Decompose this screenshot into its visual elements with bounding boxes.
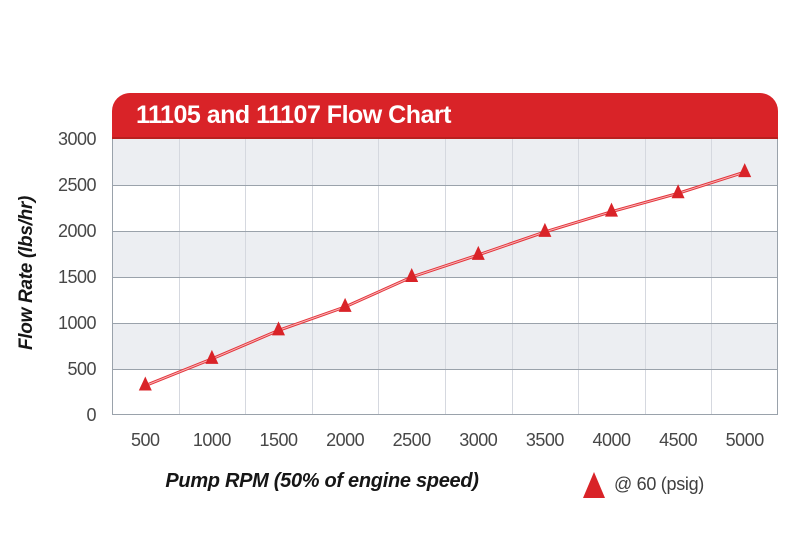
y-tick-label: 1500 [57, 267, 97, 287]
x-axis-tick-labels: 500 1000 1500 2000 2500 3000 3500 4000 4500 5000 [112, 430, 778, 452]
plot-canvas [112, 139, 778, 415]
y-tick-label: 2500 [57, 175, 97, 195]
x-tick-label: 3500 [525, 430, 565, 450]
data-point-triangle-icon [138, 376, 152, 391]
x-tick-label: 1500 [259, 430, 298, 450]
x-axis-title: Pump RPM (50% of engine speed) [165, 470, 479, 492]
data-point-triangle-icon [272, 321, 285, 336]
y-tick-label: 2000 [57, 221, 97, 241]
x-tick-label: 3000 [459, 430, 498, 450]
x-tick-label: 4500 [659, 430, 698, 450]
legend-label: @ 60 (psig) [614, 473, 705, 494]
series-line-core [145, 171, 745, 387]
y-tick-label: 0 [86, 405, 96, 425]
x-tick-label: 5000 [725, 430, 765, 450]
x-tick-label: 500 [131, 430, 160, 450]
flow-chart: 11105 and 11107 Flow Chart [112, 93, 778, 415]
data-point-triangle-icon [605, 202, 618, 217]
y-tick-label: 500 [67, 359, 96, 379]
x-tick-label: 1000 [192, 430, 232, 450]
data-point-triangle-icon [405, 268, 419, 282]
y-axis-tick-labels: 3000 2500 2000 1500 1000 500 0 [30, 0, 97, 554]
x-tick-label: 2000 [326, 430, 365, 450]
x-tick-label: 4000 [592, 430, 631, 450]
data-point-triangle-icon [338, 297, 352, 312]
legend: @ 60 (psig) [583, 471, 704, 499]
plot-area [112, 139, 778, 415]
data-point-triangle-icon [471, 245, 485, 260]
data-point-triangle-icon [205, 349, 219, 364]
y-tick-label: 3000 [57, 129, 97, 149]
triangle-up-icon [583, 472, 605, 498]
data-point-triangle-icon [538, 222, 552, 237]
y-tick-label: 1000 [57, 313, 97, 333]
data-point-triangle-icon [671, 184, 685, 199]
chart-header-banner: 11105 and 11107 Flow Chart [112, 93, 778, 139]
data-point-triangle-icon [738, 163, 752, 178]
plot-frame [112, 139, 778, 415]
x-tick-label: 2500 [392, 430, 432, 450]
chart-title: 11105 and 11107 Flow Chart [136, 101, 451, 129]
